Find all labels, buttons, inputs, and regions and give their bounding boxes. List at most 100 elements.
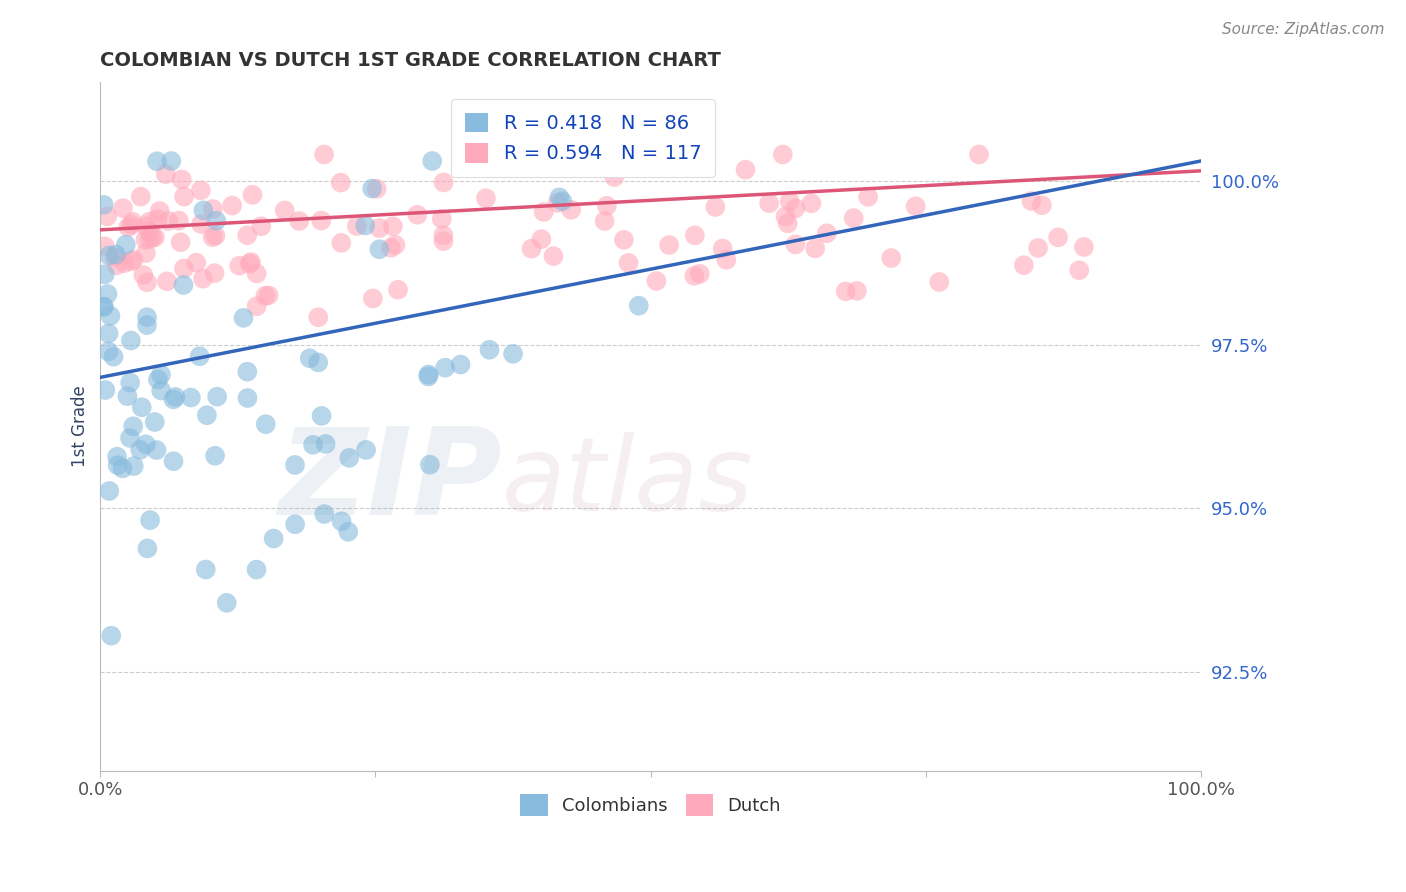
Point: [122, 419, 145, 434]
Point: [354, 219, 377, 233]
Point: [1073, 240, 1095, 254]
Point: [120, 376, 142, 390]
Point: [689, 267, 711, 281]
Point: [288, 214, 311, 228]
Point: [172, 278, 194, 293]
Point: [239, 257, 262, 271]
Point: [368, 221, 391, 235]
Point: [246, 267, 269, 281]
Point: [284, 517, 307, 532]
Point: [314, 147, 336, 161]
Point: [240, 255, 263, 269]
Point: [105, 258, 128, 272]
Point: [418, 368, 440, 382]
Point: [530, 232, 553, 246]
Point: [100, 629, 122, 643]
Point: [560, 202, 582, 217]
Point: [201, 202, 224, 216]
Point: [232, 310, 254, 325]
Point: [167, 213, 190, 227]
Point: [617, 256, 640, 270]
Point: [845, 284, 868, 298]
Point: [204, 228, 226, 243]
Point: [779, 194, 801, 209]
Point: [298, 351, 321, 366]
Point: [478, 343, 501, 357]
Point: [380, 241, 402, 255]
Point: [315, 437, 337, 451]
Point: [307, 355, 329, 369]
Point: [263, 532, 285, 546]
Point: [157, 214, 180, 228]
Point: [142, 230, 165, 244]
Point: [311, 409, 333, 423]
Point: [384, 238, 406, 252]
Point: [815, 227, 838, 241]
Point: [593, 214, 616, 228]
Point: [250, 219, 273, 234]
Point: [337, 450, 360, 465]
Point: [149, 204, 172, 219]
Point: [420, 154, 443, 169]
Point: [136, 541, 159, 556]
Point: [138, 232, 160, 246]
Point: [100, 309, 122, 323]
Point: [205, 390, 228, 404]
Point: [548, 190, 571, 204]
Point: [516, 154, 538, 169]
Point: [475, 191, 498, 205]
Point: [329, 176, 352, 190]
Point: [98, 248, 121, 262]
Point: [387, 283, 409, 297]
Point: [533, 205, 555, 219]
Point: [683, 268, 706, 283]
Point: [155, 167, 177, 181]
Point: [105, 450, 128, 464]
Point: [120, 334, 142, 348]
Point: [856, 190, 879, 204]
Point: [136, 310, 159, 325]
Point: [967, 147, 990, 161]
Point: [346, 219, 368, 233]
Point: [160, 154, 183, 169]
Text: Source: ZipAtlas.com: Source: ZipAtlas.com: [1222, 22, 1385, 37]
Point: [775, 210, 797, 224]
Point: [236, 365, 259, 379]
Point: [122, 459, 145, 474]
Point: [1069, 263, 1091, 277]
Point: [311, 213, 333, 227]
Point: [254, 417, 277, 432]
Point: [430, 211, 453, 226]
Y-axis label: 1st Grade: 1st Grade: [72, 385, 89, 467]
Point: [658, 238, 681, 252]
Point: [835, 285, 858, 299]
Point: [432, 228, 454, 243]
Point: [245, 563, 267, 577]
Point: [880, 251, 903, 265]
Point: [146, 154, 169, 169]
Point: [1012, 258, 1035, 272]
Point: [242, 187, 264, 202]
Point: [502, 347, 524, 361]
Point: [546, 195, 568, 210]
Point: [284, 458, 307, 472]
Point: [139, 513, 162, 527]
Point: [138, 224, 160, 238]
Point: [800, 196, 823, 211]
Point: [307, 310, 329, 325]
Point: [188, 349, 211, 363]
Point: [254, 289, 277, 303]
Point: [165, 390, 187, 404]
Point: [138, 214, 160, 228]
Point: [432, 234, 454, 248]
Point: [169, 235, 191, 250]
Point: [98, 483, 121, 498]
Point: [107, 458, 129, 473]
Point: [381, 219, 404, 234]
Point: [551, 194, 574, 209]
Point: [117, 389, 139, 403]
Point: [97, 326, 120, 341]
Point: [136, 276, 159, 290]
Point: [602, 154, 624, 169]
Point: [204, 449, 226, 463]
